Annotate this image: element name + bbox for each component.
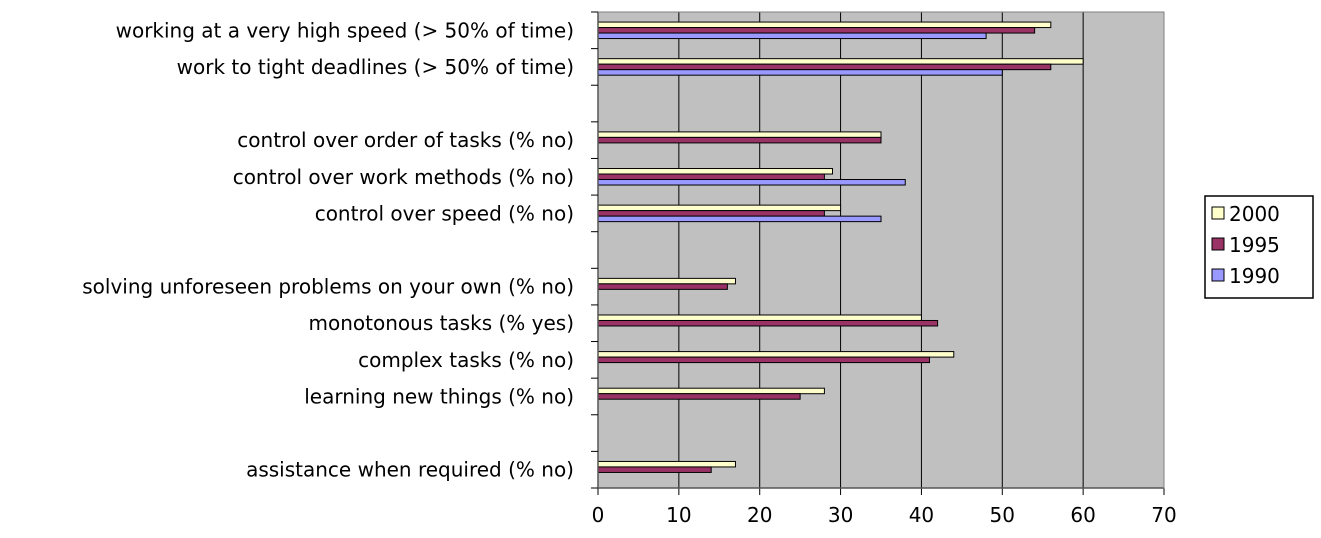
legend-swatch-2000 xyxy=(1211,206,1225,220)
category-label: control over order of tasks (% no) xyxy=(237,128,574,152)
category-label: assistance when required (% no) xyxy=(246,458,574,482)
bar-1995 xyxy=(597,63,1052,71)
bar-2000 xyxy=(597,387,825,395)
bar-1995 xyxy=(597,319,939,327)
legend-swatch-1995 xyxy=(1211,237,1225,251)
bar-1995 xyxy=(597,393,801,400)
bar-2000 xyxy=(597,351,955,358)
category-label: working at a very high speed (> 50% of t… xyxy=(116,18,574,42)
x-tick-label: 60 xyxy=(1070,503,1095,527)
bar-1995 xyxy=(597,210,825,217)
x-tick-label: 0 xyxy=(592,503,605,527)
bar-1990 xyxy=(597,215,882,223)
x-tick-label: 40 xyxy=(909,503,934,527)
x-tick-label: 30 xyxy=(828,503,853,527)
bar-2000 xyxy=(597,168,833,175)
x-tick-label: 10 xyxy=(666,503,691,527)
bar-1995 xyxy=(597,27,1036,34)
bar-1995 xyxy=(597,173,825,181)
bar-1995 xyxy=(597,136,882,144)
bar-1995 xyxy=(597,356,931,364)
category-labels: working at a very high speed (> 50% of t… xyxy=(82,18,574,481)
bar-1990 xyxy=(597,32,987,40)
category-label: solving unforeseen problems on your own … xyxy=(82,275,574,299)
plot-area xyxy=(598,12,1164,488)
category-label: work to tight deadlines (> 50% of time) xyxy=(177,55,574,79)
category-label: control over speed (% no) xyxy=(315,201,574,225)
category-label: complex tasks (% no) xyxy=(358,348,574,372)
legend-label-2000: 2000 xyxy=(1229,202,1280,226)
legend: 2000 1995 1990 xyxy=(1204,195,1314,299)
x-tick-label: 70 xyxy=(1151,503,1176,527)
bar-1990 xyxy=(597,69,1003,76)
legend-swatch-1990 xyxy=(1211,268,1225,282)
bar-2000 xyxy=(597,58,1084,65)
category-label: control over work methods (% no) xyxy=(233,165,574,189)
legend-label-1990: 1990 xyxy=(1229,264,1280,288)
bar-2000 xyxy=(597,277,736,285)
category-label: monotonous tasks (% yes) xyxy=(309,311,574,335)
bar-1995 xyxy=(597,466,712,473)
legend-label-1995: 1995 xyxy=(1229,233,1280,257)
bar-2000 xyxy=(597,314,922,321)
plot-border xyxy=(597,11,1165,489)
axes xyxy=(591,11,1165,495)
bar-2000 xyxy=(597,131,882,138)
x-tick-label: 50 xyxy=(990,503,1015,527)
bar-2000 xyxy=(597,460,736,468)
category-label: learning new things (% no) xyxy=(304,384,574,408)
bar-2000 xyxy=(597,21,1052,29)
bar-1990 xyxy=(597,179,906,186)
bar-2000 xyxy=(597,204,842,212)
tick-labels: 0 10 20 30 40 50 60 70 xyxy=(592,503,1177,527)
x-tick-label: 20 xyxy=(747,503,772,527)
bar-1995 xyxy=(597,283,728,290)
